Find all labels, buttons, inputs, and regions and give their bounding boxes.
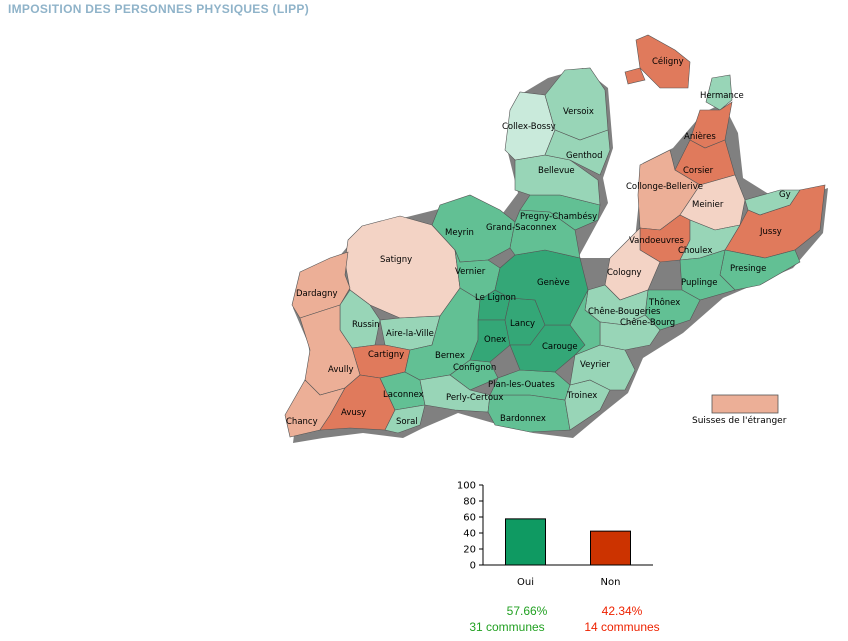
chart-axes: 0 20 40 60 80 100 (457, 481, 653, 572)
region-genthod[interactable] (544, 129, 611, 176)
label-avusy: Avusy (341, 408, 366, 418)
label-bellevue: Bellevue (538, 166, 575, 176)
label-perly-certoux: Perly-Certoux (446, 393, 503, 403)
label-anieres: Anières (684, 131, 716, 142)
label-satigny: Satigny (380, 255, 412, 265)
region-plan-les-ouates[interactable] (489, 369, 571, 401)
label-pregny-chambesy: Pregny-Chambésy (520, 211, 597, 222)
label-presinge: Presinge (730, 264, 766, 274)
non-communes-count: 14 communes (584, 620, 660, 634)
label-hermance: Hermance (700, 91, 744, 101)
label-lancy: Lancy (510, 319, 535, 329)
page-title: IMPOSITION DES PERSONNES PHYSIQUES (LIPP… (8, 2, 310, 16)
label-meinier: Meinier (692, 200, 724, 210)
region-hermance[interactable] (705, 74, 733, 111)
label-celigny: Céligny (652, 56, 684, 67)
results-bar-chart: 0 20 40 60 80 100 Oui Non (457, 481, 653, 588)
label-veyrier: Veyrier (580, 360, 611, 370)
label-vandoeuvres: Vandoeuvres (629, 236, 685, 246)
label-chancy: Chancy (286, 417, 318, 427)
region-dardagny[interactable] (291, 251, 351, 319)
bar-non (590, 530, 631, 566)
label-le-lignon: Le Lignon (475, 293, 516, 303)
label-avully: Avully (328, 365, 354, 375)
region-celigny-enclave[interactable] (624, 67, 646, 85)
chart-x-label-oui: Oui (517, 577, 534, 588)
label-soral: Soral (396, 417, 418, 427)
label-genthod: Genthod (566, 151, 603, 161)
chart-y-tick-label: 100 (457, 481, 476, 492)
label-plan-les-ouates: Plan-les-Ouates (488, 380, 555, 390)
oui-percentage: 57.66% (506, 604, 548, 618)
label-cartigny: Cartigny (368, 350, 404, 360)
label-geneve: Genève (537, 277, 570, 288)
oui-communes-count: 31 communes (469, 620, 545, 634)
label-gy: Gy (779, 190, 791, 200)
bar-oui (505, 518, 546, 566)
label-vernier: Vernier (455, 267, 486, 277)
label-thonex: Thônex (648, 297, 680, 308)
chart-bars (505, 518, 631, 566)
label-collonge-bellerive: Collonge-Bellerive (626, 182, 703, 192)
label-russin: Russin (352, 320, 380, 330)
commune-map: Céligny Hermance Versoix Collex-Bossy An… (284, 34, 828, 443)
chart-y-tick-label: 40 (463, 529, 476, 540)
label-collex-bossy: Collex-Bossy (502, 122, 556, 132)
non-percentage: 42.34% (601, 604, 643, 618)
chart-x-label-non: Non (601, 577, 621, 588)
label-chene-bougeries: Chêne-Bougeries (588, 306, 661, 317)
legend-swatch-suisses-etranger (711, 394, 779, 414)
label-meyrin: Meyrin (445, 228, 474, 238)
label-cologny: Cologny (607, 268, 642, 278)
label-puplinge: Puplinge (681, 278, 718, 288)
region-soral[interactable] (384, 404, 426, 434)
chart-x-labels: Oui Non (517, 577, 620, 588)
region-celigny[interactable] (635, 34, 691, 89)
label-chene-bourg: Chêne-Bourg (620, 317, 675, 328)
region-east-link[interactable] (569, 289, 601, 356)
legend-label-suisses-etranger: Suisses de l'étranger (692, 416, 787, 426)
chart-y-tick-label: 0 (470, 561, 476, 572)
label-carouge: Carouge (542, 342, 578, 352)
label-corsier: Corsier (683, 166, 714, 176)
commune-labels: Céligny Hermance Versoix Collex-Bossy An… (286, 56, 791, 427)
chart-y-tick-label: 60 (463, 513, 476, 524)
label-laconnex: Laconnex (383, 390, 424, 400)
label-dardagny: Dardagny (296, 289, 338, 299)
label-onex: Onex (484, 335, 506, 345)
label-confignon: Confignon (453, 363, 496, 373)
label-choulex: Choulex (678, 246, 712, 256)
label-bernex: Bernex (435, 351, 465, 361)
label-bardonnex: Bardonnex (500, 414, 546, 424)
label-aire-la-ville: Aire-la-Ville (386, 329, 434, 339)
chart-y-tick-label: 20 (463, 545, 476, 556)
label-troinex: Troinex (566, 391, 597, 401)
label-jussy: Jussy (759, 227, 782, 237)
label-versoix: Versoix (563, 107, 594, 117)
chart-y-tick-label: 80 (463, 497, 476, 508)
label-grand-saconnex: Grand-Saconnex (486, 223, 557, 233)
